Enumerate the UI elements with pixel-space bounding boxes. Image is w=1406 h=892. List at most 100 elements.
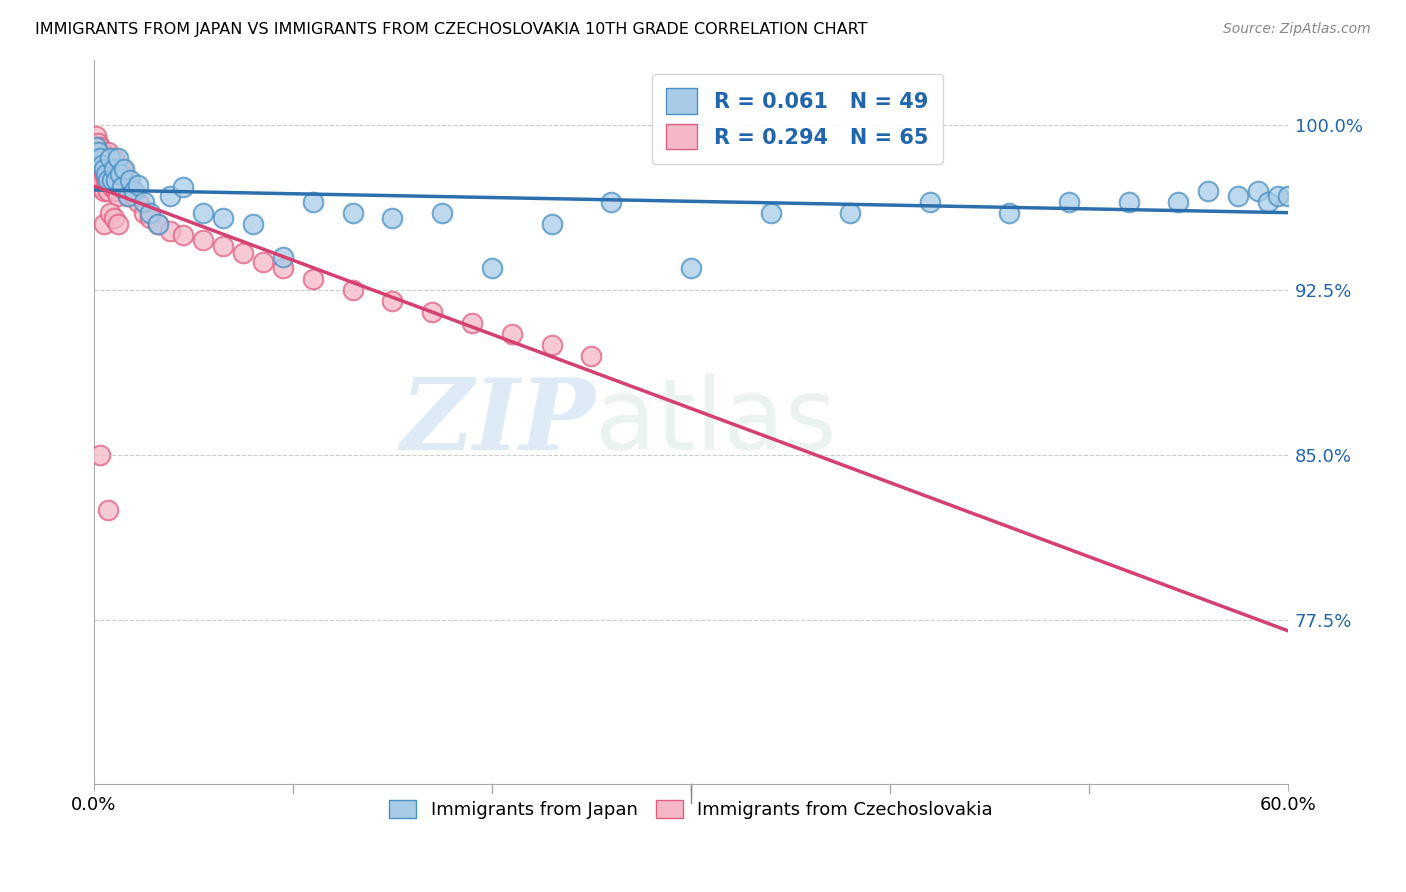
Point — [84, 140, 107, 154]
Point — [301, 272, 323, 286]
Point — [93, 217, 115, 231]
Point — [146, 217, 169, 231]
Point — [193, 233, 215, 247]
Point — [90, 173, 112, 187]
Point — [1057, 195, 1080, 210]
Point — [342, 283, 364, 297]
Point — [918, 195, 941, 210]
Point — [104, 173, 127, 187]
Text: IMMIGRANTS FROM JAPAN VS IMMIGRANTS FROM CZECHOSLOVAKIA 10TH GRADE CORRELATION C: IMMIGRANTS FROM JAPAN VS IMMIGRANTS FROM… — [35, 22, 868, 37]
Point — [97, 503, 120, 517]
Point — [122, 185, 145, 199]
Point — [104, 185, 127, 199]
Point — [271, 250, 294, 264]
Point — [107, 188, 129, 202]
Point — [301, 195, 323, 210]
Point — [84, 129, 107, 144]
Point — [97, 185, 120, 199]
Point — [87, 167, 110, 181]
Point — [252, 254, 274, 268]
Point — [159, 224, 181, 238]
Point — [212, 211, 235, 225]
Point — [172, 180, 194, 194]
Point — [112, 162, 135, 177]
Point — [117, 188, 139, 202]
Point — [581, 349, 603, 363]
Point — [93, 185, 115, 199]
Point — [112, 173, 135, 187]
Point — [94, 158, 117, 172]
Point — [540, 338, 562, 352]
Point — [89, 152, 111, 166]
Point — [108, 167, 131, 181]
Text: atlas: atlas — [595, 374, 837, 470]
Point — [1227, 188, 1250, 202]
Text: ZIP: ZIP — [401, 374, 595, 470]
Point — [127, 195, 149, 210]
Point — [242, 217, 264, 231]
Point — [501, 327, 523, 342]
Point — [381, 211, 404, 225]
Point — [111, 162, 134, 177]
Point — [98, 152, 121, 166]
Point — [101, 180, 124, 194]
Point — [93, 167, 115, 181]
Point — [90, 158, 112, 172]
Point — [114, 185, 136, 199]
Point — [103, 167, 125, 181]
Point — [98, 173, 121, 187]
Point — [132, 206, 155, 220]
Point — [93, 162, 115, 177]
Point — [146, 217, 169, 231]
Point — [759, 206, 782, 220]
Point — [122, 188, 145, 202]
Point — [93, 152, 115, 166]
Point — [89, 167, 111, 181]
Legend: Immigrants from Japan, Immigrants from Czechoslovakia: Immigrants from Japan, Immigrants from C… — [382, 792, 1000, 826]
Point — [540, 217, 562, 231]
Point — [118, 180, 141, 194]
Point — [111, 180, 134, 194]
Point — [132, 195, 155, 210]
Point — [103, 152, 125, 166]
Point — [1277, 188, 1299, 202]
Point — [89, 152, 111, 166]
Point — [212, 239, 235, 253]
Text: Source: ZipAtlas.com: Source: ZipAtlas.com — [1223, 22, 1371, 37]
Point — [111, 180, 134, 194]
Point — [90, 162, 112, 177]
Point — [271, 261, 294, 276]
Point — [90, 145, 112, 159]
Point — [127, 178, 149, 192]
Point — [1257, 195, 1279, 210]
Point — [117, 188, 139, 202]
Point — [1167, 195, 1189, 210]
Point — [89, 180, 111, 194]
Point — [600, 195, 623, 210]
Point — [89, 448, 111, 462]
Point — [101, 158, 124, 172]
Point — [94, 167, 117, 181]
Point — [97, 173, 120, 187]
Point — [461, 316, 484, 330]
Point — [101, 173, 124, 187]
Point — [430, 206, 453, 220]
Point — [1197, 185, 1219, 199]
Point — [97, 145, 120, 159]
Point — [98, 152, 121, 166]
Point — [98, 206, 121, 220]
Point — [84, 140, 107, 154]
Point — [1267, 188, 1289, 202]
Point — [87, 136, 110, 150]
Point — [839, 206, 862, 220]
Point — [138, 211, 160, 225]
Point — [998, 206, 1021, 220]
Point — [87, 158, 110, 172]
Point — [420, 305, 443, 319]
Point — [103, 211, 125, 225]
Point — [89, 140, 111, 154]
Point — [1247, 185, 1270, 199]
Point — [87, 145, 110, 159]
Point — [108, 173, 131, 187]
Point — [103, 162, 125, 177]
